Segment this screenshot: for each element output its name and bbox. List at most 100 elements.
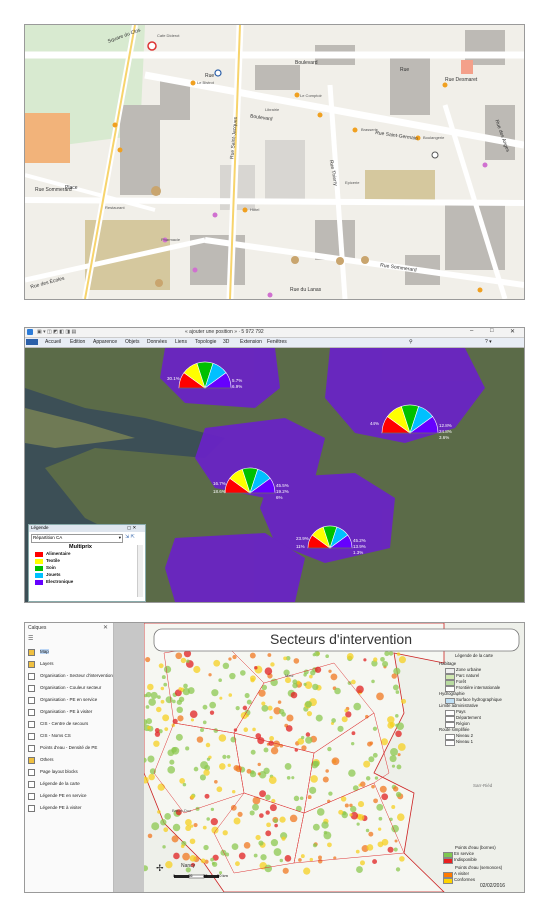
street-label: Rue	[205, 73, 215, 79]
menu-fenetres[interactable]: Fenêtres	[267, 339, 287, 345]
menu-liens[interactable]: Liens	[175, 339, 187, 345]
layer-checkbox[interactable]	[28, 781, 35, 788]
legend-buttons[interactable]: ▢ ✕	[127, 525, 137, 530]
water-point-dot	[200, 858, 206, 864]
legend-scrollbar[interactable]	[137, 545, 143, 597]
layer-checkbox[interactable]	[28, 757, 35, 764]
water-point-dot	[395, 690, 400, 694]
layer-label: Points d'eau - Densité de PE	[40, 745, 98, 750]
menu-objets[interactable]: Objets	[125, 339, 140, 345]
layer-checkbox[interactable]	[28, 673, 35, 680]
title-banner	[153, 628, 520, 652]
water-point-dot	[162, 845, 166, 849]
legend-swatch	[445, 698, 455, 704]
water-point-dot	[240, 670, 246, 676]
water-point-dot	[250, 678, 255, 683]
menu-3d[interactable]: 3D	[223, 339, 230, 345]
water-point-dot	[193, 766, 199, 772]
poi-label: Restaurant	[105, 205, 125, 210]
app-icon	[27, 329, 33, 335]
water-point-dot	[395, 791, 402, 798]
water-point-dot	[183, 683, 188, 689]
water-point-dot	[391, 804, 396, 809]
pie-label: 11%	[296, 544, 305, 549]
layers-toolbar-icon[interactable]: ☰	[28, 636, 34, 642]
water-point-dot	[189, 838, 196, 845]
intervention-map[interactable]: ✢	[144, 623, 524, 892]
water-point-dot	[257, 737, 265, 745]
water-point-dot	[390, 747, 399, 756]
menu-extension[interactable]: Extension	[240, 339, 262, 345]
layer-label: Organisation - Couleur secteur	[40, 685, 102, 690]
menu-accueil[interactable]: Accueil	[45, 339, 62, 345]
water-point-dot	[182, 852, 190, 861]
layer-checkbox[interactable]	[28, 793, 35, 800]
water-point-dot	[257, 772, 261, 776]
water-point-dot	[273, 818, 278, 824]
layer-checkbox[interactable]	[28, 805, 35, 812]
water-point-dot	[389, 755, 397, 763]
water-point-dot	[369, 741, 374, 745]
water-point-dot	[325, 654, 330, 659]
layer-checkbox[interactable]	[28, 685, 35, 692]
water-point-dot	[210, 818, 218, 826]
water-point-dot	[328, 669, 332, 673]
layer-checkbox[interactable]	[28, 661, 35, 668]
layer-checkbox[interactable]	[28, 745, 35, 752]
menu-donnees[interactable]: Données	[147, 339, 168, 345]
water-point-dot	[231, 789, 236, 794]
water-point-dot	[243, 842, 251, 849]
minimize-icon[interactable]: –	[470, 328, 474, 334]
file-menu-button[interactable]	[26, 339, 38, 345]
water-point-dot	[348, 769, 356, 777]
menu-topologie[interactable]: Topologie	[195, 339, 217, 345]
water-point-dot	[397, 743, 406, 751]
legend-dropdown[interactable]: Répartition CA ▾	[31, 534, 123, 543]
layer-checkbox[interactable]	[28, 709, 35, 716]
water-point-dot	[344, 708, 348, 713]
water-point-dot	[368, 756, 375, 763]
layer-list: Map Layers Organisation - Secteur d'interv…	[25, 648, 113, 888]
layer-checkbox[interactable]	[28, 769, 35, 776]
legend-tools-icon[interactable]: ⇲ ⇱	[125, 534, 135, 540]
water-point-dot	[211, 826, 219, 834]
water-point-dot	[395, 867, 401, 872]
water-point-dot	[371, 660, 378, 667]
water-point-dot	[293, 658, 300, 664]
layer-checkbox[interactable]	[28, 733, 35, 740]
menu-apparence[interactable]: Apparence	[93, 339, 118, 345]
water-point-dot	[151, 822, 160, 831]
close-icon[interactable]: ✕	[103, 625, 109, 631]
water-point-dot	[222, 754, 227, 759]
city-label: Metz	[285, 673, 294, 678]
water-point-dot	[316, 808, 325, 816]
legend-group-heading: Habitage	[439, 661, 457, 666]
maximize-icon[interactable]: □	[490, 328, 494, 334]
choropleth-map[interactable]	[25, 348, 524, 602]
help-icon[interactable]: ? ▾	[485, 339, 492, 345]
pe-label: En service	[454, 851, 475, 856]
water-point-dot	[267, 653, 272, 657]
menu-edition[interactable]: Edition	[70, 339, 86, 345]
water-point-dot	[153, 740, 160, 747]
toolbar-icons[interactable]: ▣ ▾ ◫ ◩ ◧ ◨ ▤	[37, 329, 77, 335]
water-point-dot	[212, 861, 218, 867]
water-point-dot	[266, 822, 271, 828]
catchment-zones	[160, 348, 485, 602]
water-point-dot	[165, 696, 173, 704]
layer-label: Organisation - PE en service	[40, 697, 98, 702]
search-icon[interactable]: ⚲	[409, 339, 413, 345]
legend-swatch	[445, 674, 455, 680]
water-point-dot	[372, 726, 378, 731]
layer-checkbox[interactable]	[28, 721, 35, 728]
legend-window[interactable]: Légende ▢ ✕ Répartition CA ▾ ⇲ ⇱ Multipr…	[28, 524, 146, 602]
street-map-canvas[interactable]	[25, 25, 524, 299]
water-point-dot	[268, 740, 274, 746]
water-point-dot	[277, 700, 282, 704]
water-point-dot	[391, 764, 396, 768]
layer-checkbox[interactable]	[28, 649, 35, 656]
close-icon[interactable]: ✕	[510, 329, 516, 335]
layer-checkbox[interactable]	[28, 697, 35, 704]
street-map-panel[interactable]: Square du Clos Rue Place Boulevard Rue S…	[24, 24, 525, 300]
poi-label: Epicerie	[345, 180, 360, 185]
